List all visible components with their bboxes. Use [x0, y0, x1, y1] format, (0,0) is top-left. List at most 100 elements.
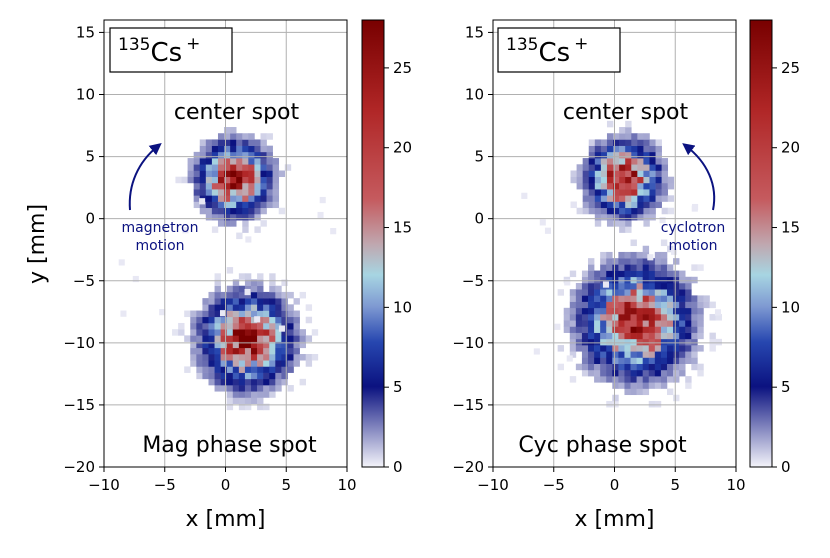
heatmap-cell [642, 376, 650, 383]
heatmap-cell [618, 270, 625, 278]
heatmap-cell [685, 376, 692, 383]
heatmap-cell [606, 282, 613, 290]
heatmap-cell [581, 326, 589, 333]
heatmap-cell [236, 176, 243, 184]
heatmap-cell [269, 360, 276, 367]
center-spot-label: center spot [563, 100, 689, 125]
heatmap-cell [679, 295, 686, 302]
heatmap-cell [193, 164, 201, 171]
heatmap-cell [287, 354, 294, 361]
heatmap-cell [244, 372, 252, 380]
heatmap-cell [636, 326, 643, 333]
heatmap-cell [254, 226, 261, 233]
heatmap-cell [248, 133, 255, 140]
heatmap-cell [666, 320, 674, 327]
heatmap-cell [575, 301, 583, 309]
heatmap-cell [202, 298, 209, 305]
heatmap-cell [220, 335, 228, 342]
heatmap-cell [193, 158, 201, 165]
ion-element: Cs [150, 38, 182, 68]
heatmap-cell [679, 282, 686, 290]
heatmap-cell [648, 314, 656, 321]
heatmap-cell [624, 289, 631, 296]
heatmap-cell [299, 291, 306, 299]
heatmap-cell [673, 276, 680, 284]
heatmap-cell [238, 316, 246, 324]
heatmap-cell [631, 201, 638, 209]
heatmap-cell [230, 151, 237, 159]
heatmap-cell [236, 213, 243, 221]
heatmap-cell [226, 267, 234, 274]
heatmap-cell [187, 176, 194, 184]
heatmap-cell [575, 326, 583, 333]
heatmap-cell [594, 176, 602, 184]
heatmap-cell [660, 258, 668, 265]
heatmap-cell [205, 170, 213, 177]
heatmap-cell [211, 207, 219, 215]
heatmap-cell [636, 369, 643, 377]
heatmap-cell [272, 170, 280, 177]
heatmap-cell [293, 335, 300, 342]
heatmap-cell [260, 195, 267, 202]
heatmap-cell [594, 139, 602, 146]
heatmap-cell [606, 145, 614, 153]
heatmap-cell [618, 282, 625, 290]
heatmap-cell [263, 341, 270, 349]
heatmap-cell [618, 307, 625, 315]
heatmap-cell [649, 139, 656, 146]
heatmap-cell [594, 345, 601, 352]
heatmap-cell [654, 326, 662, 333]
heatmap-cell [269, 273, 276, 280]
heatmap-cell [272, 195, 280, 202]
heatmap-cell [588, 345, 595, 352]
heatmap-cell [709, 345, 716, 352]
heatmap-cell [648, 363, 656, 371]
heatmap-cell [202, 360, 209, 367]
heatmap-cell [226, 397, 234, 404]
heatmap-cell [232, 341, 240, 349]
heatmap-cell [613, 133, 620, 140]
heatmap-cell [281, 304, 288, 311]
motion-label: motion [135, 238, 184, 254]
heatmap-cell [643, 195, 650, 202]
heatmap-cell [214, 335, 221, 342]
center-spot-label: center spot [174, 100, 300, 125]
heatmap-cell [269, 366, 276, 373]
heatmap-cell [214, 341, 221, 349]
heatmap-cell [654, 301, 662, 309]
heatmap-cell [685, 276, 692, 284]
heatmap-cell [196, 372, 203, 380]
heatmap-cell [618, 251, 625, 259]
heatmap-cell [248, 158, 255, 165]
heatmap-cell [581, 289, 589, 296]
heatmap-cell [190, 341, 197, 349]
heatmap-cell [631, 151, 638, 159]
heatmap-cell [244, 298, 252, 305]
heatmap-cell [217, 133, 225, 140]
heatmap-cell [625, 201, 632, 209]
heatmap-cell [667, 182, 675, 190]
heatmap-cell [642, 258, 650, 265]
heatmap-cell [190, 316, 197, 324]
heatmap-cells [118, 127, 337, 411]
heatmap-cell [673, 295, 680, 302]
heatmap-cell [606, 207, 614, 215]
heatmap-cell [219, 310, 227, 317]
heatmap-cell [251, 378, 258, 386]
heatmap-cell [224, 195, 231, 202]
heatmap-cell [642, 345, 650, 352]
heatmap-cell [260, 139, 267, 146]
heatmap-cell [217, 170, 225, 177]
heatmap-cell [666, 326, 674, 333]
heatmap-cell [260, 133, 267, 140]
heatmap-cell [655, 139, 662, 146]
heatmap-cell [214, 366, 221, 373]
heatmap-cell [217, 189, 225, 196]
heatmap-cell [118, 259, 125, 266]
heatmap-cell [649, 164, 656, 171]
heatmap-cell [244, 385, 252, 392]
heatmap-cell [654, 357, 662, 364]
heatmap-cell [606, 189, 614, 196]
heatmap-cell [205, 151, 213, 159]
heatmap-cell [251, 298, 258, 305]
